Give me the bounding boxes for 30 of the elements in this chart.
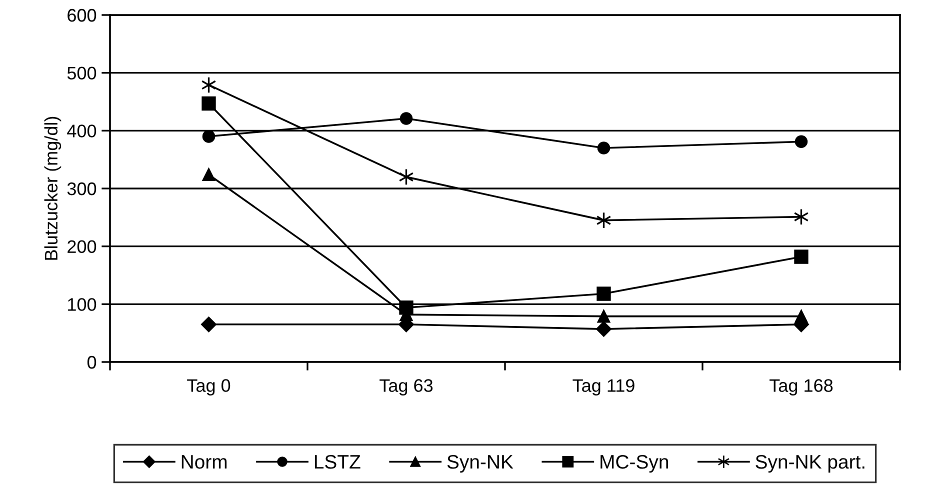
point (202, 130, 216, 143)
y-tick-label: 500 (67, 66, 96, 80)
legend-label: MC-Syn (600, 454, 668, 473)
y-tick-label: 400 (67, 124, 96, 138)
point (597, 142, 610, 154)
point (201, 316, 216, 332)
point (400, 112, 413, 125)
y-axis-title: Blutzucker (mg/dl) (44, 116, 62, 260)
point (794, 310, 808, 323)
legend-label: Syn-NK (447, 454, 514, 473)
point (596, 286, 611, 301)
y-tick-label: 300 (67, 182, 96, 196)
point (794, 250, 808, 264)
point (202, 96, 216, 111)
y-tick-label: 600 (68, 8, 96, 22)
x-tick-label: Tag 119 (572, 379, 634, 396)
y-tick-label: 0 (87, 356, 96, 369)
point (794, 135, 808, 148)
legend-label: Syn-NK part. (756, 454, 864, 473)
point (399, 300, 414, 315)
x-tick-label: Tag 63 (380, 379, 433, 396)
point (596, 321, 612, 337)
y-tick-label: 100 (68, 298, 96, 311)
legend-label: LSTZ (314, 454, 360, 469)
y-tick-label: 200 (68, 240, 96, 254)
x-tick-label: Tag 168 (770, 379, 833, 396)
x-tick-label: Tag 0 (187, 379, 230, 396)
legend-label: Norm (182, 455, 227, 469)
point (597, 310, 610, 323)
point (202, 168, 216, 182)
